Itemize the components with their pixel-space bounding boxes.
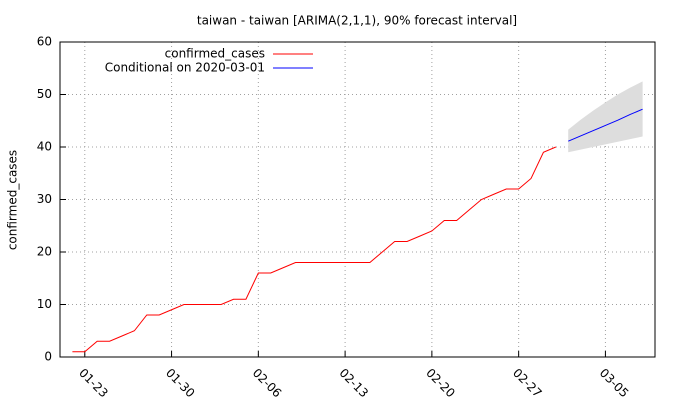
y-axis-label: confirmed_cases (6, 150, 20, 250)
x-tick-label: 01-23 (76, 366, 111, 400)
x-tick-label: 02-20 (423, 366, 458, 400)
series-line (568, 108, 643, 142)
legend-label: Conditional on 2020-03-01 (105, 61, 265, 75)
y-tick-label: 40 (37, 140, 52, 154)
x-tick-label: 02-06 (250, 366, 285, 400)
forecast-interval (568, 81, 643, 153)
x-tick-label: 02-13 (337, 366, 372, 400)
plot-frame (59, 41, 656, 358)
y-tick-label: 20 (37, 245, 52, 259)
y-tick-label: 0 (44, 350, 52, 364)
legend-label: confirmed_cases (165, 47, 265, 61)
y-tick-label: 60 (37, 35, 52, 49)
x-tick-label: 02-27 (510, 366, 545, 400)
x-tick-label: 01-30 (163, 366, 198, 400)
y-tick-label: 50 (37, 87, 52, 101)
x-tick-label: 03-05 (597, 366, 632, 400)
y-tick-label: 30 (37, 192, 52, 206)
chart-title: taiwan - taiwan [ARIMA(2,1,1), 90% forec… (197, 14, 517, 28)
series-line (72, 146, 557, 353)
y-tick-label: 10 (37, 297, 52, 311)
